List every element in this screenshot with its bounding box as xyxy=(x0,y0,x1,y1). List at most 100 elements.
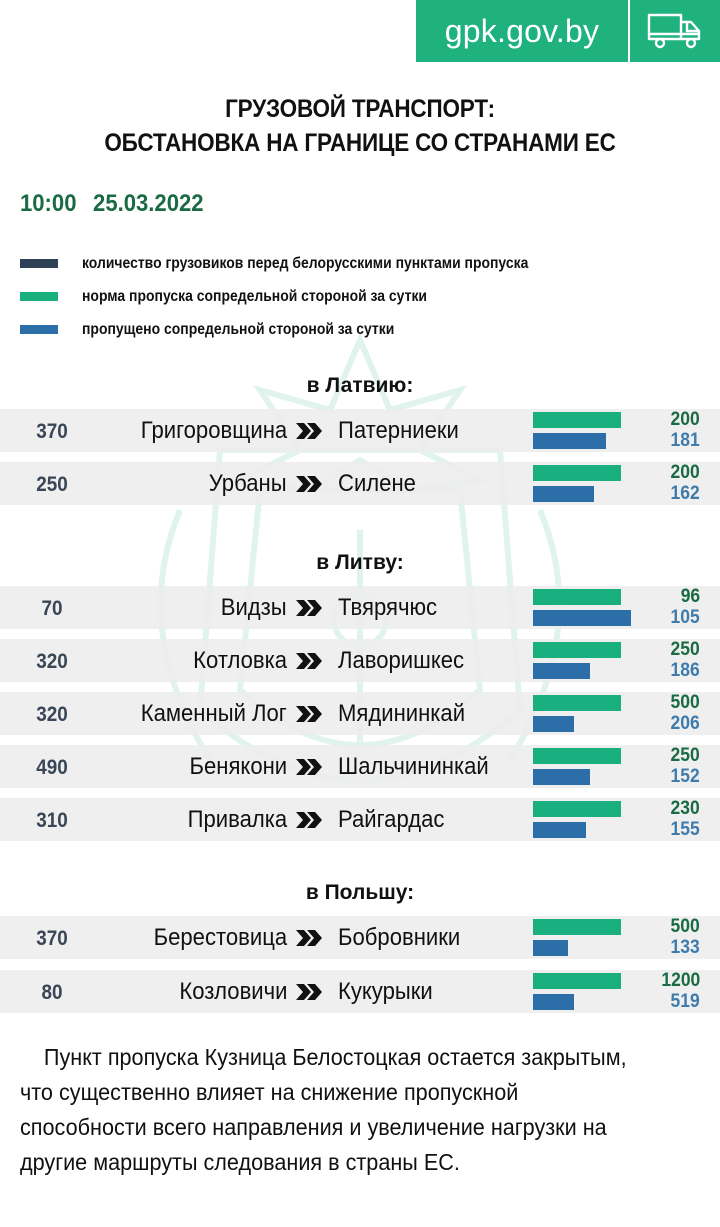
table-row: 320 Каменный Лог Мядининкай 500 206 xyxy=(0,692,720,735)
trucks-waiting-count: 320 xyxy=(36,703,68,726)
title-line-2: ОБСТАНОВКА НА ГРАНИЦЕ СО СТРАНАМИ ЕС xyxy=(104,129,616,157)
table-row: 250 Урбаны Силене 200 162 xyxy=(0,462,720,505)
double-chevron-right-icon xyxy=(296,600,322,616)
passed-bar xyxy=(533,940,568,956)
passed-value: 152 xyxy=(670,766,700,787)
header-bar: gpk.gov.by xyxy=(416,0,720,62)
passed-value: 105 xyxy=(670,607,700,628)
passed-bar xyxy=(533,610,631,626)
norm-bar xyxy=(533,919,621,935)
checkpoint-from: Берестовица xyxy=(153,924,287,951)
table-row: 70 Видзы Твярячюс 96 105 xyxy=(0,586,720,629)
passed-value: 206 xyxy=(670,713,700,734)
checkpoint-from: Видзы xyxy=(221,594,287,621)
trucks-waiting-count: 370 xyxy=(36,927,68,950)
table-row: 80 Козловичи Кукурыки 1200 519 xyxy=(0,970,720,1013)
double-chevron-right-icon xyxy=(296,759,322,775)
legend-label: пропущено сопредельной стороной за сутки xyxy=(82,320,395,338)
norm-bar xyxy=(533,748,621,764)
checkpoint-from: Бенякони xyxy=(189,753,287,780)
passed-value: 133 xyxy=(670,937,700,958)
passed-value: 181 xyxy=(670,430,700,451)
double-chevron-right-icon xyxy=(296,706,322,722)
norm-value: 250 xyxy=(670,745,700,766)
section-title-latvia: в Латвию: xyxy=(306,374,414,397)
checkpoint-to: Бобровники xyxy=(338,924,461,951)
legend-label: норма пропуска сопредельной стороной за … xyxy=(82,287,428,305)
section-title-lithuania: в Литву: xyxy=(316,551,404,574)
norm-value: 200 xyxy=(670,409,700,430)
norm-bar xyxy=(533,642,621,658)
truck-icon-box xyxy=(630,0,720,62)
passed-bar xyxy=(533,822,586,838)
report-time: 10:00 xyxy=(20,190,77,217)
passed-bar xyxy=(533,433,606,449)
trucks-waiting-count: 490 xyxy=(36,756,68,779)
norm-value: 500 xyxy=(670,692,700,713)
legend-item-trucks-waiting: количество грузовиков перед белорусскими… xyxy=(20,247,578,280)
double-chevron-right-icon xyxy=(296,930,322,946)
norm-bar xyxy=(533,412,621,428)
checkpoint-to: Мядининкай xyxy=(338,700,466,727)
double-chevron-right-icon xyxy=(296,423,322,439)
norm-bar xyxy=(533,695,621,711)
legend-swatch-dark xyxy=(20,259,58,268)
legend-label: количество грузовиков перед белорусскими… xyxy=(82,254,529,272)
passed-bar xyxy=(533,486,594,502)
checkpoint-to: Райгардас xyxy=(338,806,445,833)
norm-value: 200 xyxy=(670,462,700,483)
legend-swatch-green xyxy=(20,292,58,301)
norm-bar xyxy=(533,589,621,605)
report-datetime: 10:00 25.03.2022 xyxy=(20,190,204,218)
note-text: Пункт пропуска Кузница Белостоцкая остае… xyxy=(20,1044,627,1175)
table-row: 310 Привалка Райгардас 230 155 xyxy=(0,798,720,841)
passed-value: 162 xyxy=(670,483,700,504)
passed-bar xyxy=(533,769,590,785)
trucks-waiting-count: 370 xyxy=(36,420,68,443)
passed-bar xyxy=(533,716,574,732)
trucks-waiting-count: 320 xyxy=(36,650,68,673)
passed-value: 519 xyxy=(670,991,700,1012)
checkpoint-from: Урбаны xyxy=(209,470,287,497)
double-chevron-right-icon xyxy=(296,476,322,492)
table-row: 320 Котловка Лаворишкес 250 186 xyxy=(0,639,720,682)
double-chevron-right-icon xyxy=(296,653,322,669)
norm-bar xyxy=(533,973,621,989)
page-title: ГРУЗОВОЙ ТРАНСПОРТ: ОБСТАНОВКА НА ГРАНИЦ… xyxy=(36,92,684,160)
section-title-poland: в Польшу: xyxy=(305,881,415,904)
norm-value: 250 xyxy=(670,639,700,660)
checkpoint-from: Привалка xyxy=(187,806,287,833)
table-row: 370 Григоровщина Патерниеки 200 181 xyxy=(0,409,720,452)
checkpoint-from: Козловичи xyxy=(178,978,287,1005)
checkpoint-from: Григоровщина xyxy=(140,417,287,444)
checkpoint-to: Шальчининкай xyxy=(338,753,489,780)
checkpoint-to: Патерниеки xyxy=(338,417,459,444)
table-row: 490 Бенякони Шальчининкай 250 152 xyxy=(0,745,720,788)
passed-value: 186 xyxy=(670,660,700,681)
closure-note: Пункт пропуска Кузница Белостоцкая остае… xyxy=(20,1040,627,1180)
trucks-waiting-count: 80 xyxy=(41,981,63,1004)
site-label[interactable]: gpk.gov.by xyxy=(416,0,628,62)
checkpoint-to: Кукурыки xyxy=(338,978,433,1005)
report-date: 25.03.2022 xyxy=(93,190,204,217)
passed-value: 155 xyxy=(670,819,700,840)
legend-swatch-blue xyxy=(20,325,58,334)
truck-icon xyxy=(647,13,701,49)
checkpoint-to: Твярячюс xyxy=(338,594,438,621)
passed-bar xyxy=(533,994,574,1010)
trucks-waiting-count: 70 xyxy=(41,597,63,620)
norm-value: 1200 xyxy=(661,970,700,991)
checkpoint-to: Силене xyxy=(338,470,416,497)
checkpoint-to: Лаворишкес xyxy=(338,647,465,674)
trucks-waiting-count: 250 xyxy=(36,473,68,496)
legend: количество грузовиков перед белорусскими… xyxy=(20,247,578,346)
checkpoint-from: Каменный Лог xyxy=(140,700,287,727)
table-row: 370 Берестовица Бобровники 500 133 xyxy=(0,916,720,959)
norm-value: 230 xyxy=(670,798,700,819)
legend-item-norm: норма пропуска сопредельной стороной за … xyxy=(20,280,578,313)
double-chevron-right-icon xyxy=(296,984,322,1000)
title-line-1: ГРУЗОВОЙ ТРАНСПОРТ: xyxy=(225,95,495,123)
double-chevron-right-icon xyxy=(296,812,322,828)
legend-item-passed: пропущено сопредельной стороной за сутки xyxy=(20,313,578,346)
trucks-waiting-count: 310 xyxy=(36,809,68,832)
